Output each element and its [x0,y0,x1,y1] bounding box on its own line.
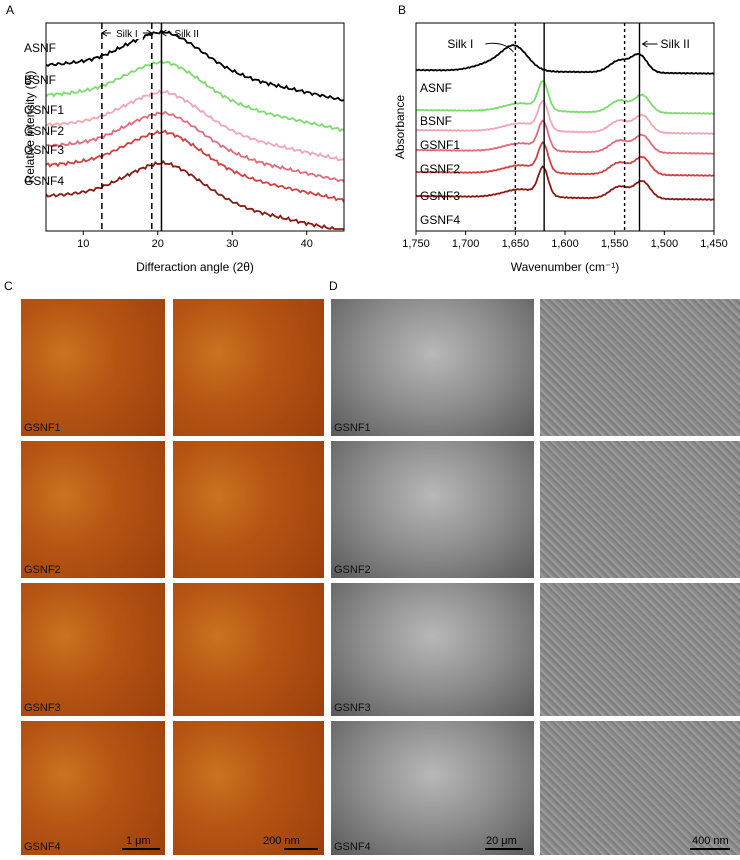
sem-image-gsnf2: GSNF2 [331,441,534,578]
sem-image-gsnf1: GSNF1 [331,299,534,436]
series-line-gsnf4 [415,165,715,201]
x-tick-label: 1,700 [452,238,480,250]
silk-i-arrow-icon [485,42,514,53]
series-label: GSNF2 [24,124,64,138]
x-tick-label: 1,550 [601,238,629,250]
sample-label: GSNF3 [24,702,61,714]
silk-ii-label: Silk II [174,29,198,40]
scale-bar [690,848,730,850]
x-axis-label: Wavenumber (cm⁻¹) [511,260,620,274]
series-line-gsnf2 [415,119,715,155]
sem-panel: GSNF1 GSNF2 GSNF3 GSNF4 20 μm 400 nm [331,299,740,860]
panel-label-b: B [398,3,407,17]
scale-bar [122,848,160,850]
series-line-gsnf4 [45,159,344,230]
sem-image-gsnf3: GSNF3 [331,583,534,716]
series-line-gsnf1 [415,100,715,135]
series-label: GSNF4 [420,213,460,227]
ftir-chart: 1,750 1,700 1,650 1,600 1,550 1,500 1,450 ASNF… [393,22,728,274]
series-line-bsnf [415,80,715,115]
y-axis-label: Relative intensity (%) [23,71,37,184]
x-tick-label: 10 [77,238,89,250]
plot-frame [45,22,345,232]
series-label: GSNF2 [420,162,460,176]
scale-bar-label: 1 μm [126,835,151,847]
x-tick-label: 1,750 [402,238,430,250]
sem-zoom-gsnf4: 400 nm [540,721,740,855]
afm-image-gsnf2: GSNF2 [21,441,165,578]
label-bg [110,27,143,39]
afm-zoom-gsnf3 [173,583,324,716]
series-label: BSNF [24,73,56,87]
afm-image-gsnf3: GSNF3 [21,583,165,716]
panel-label-d: D [329,279,338,293]
sample-label: GSNF2 [24,564,61,576]
afm-zoom-gsnf1 [173,299,324,436]
sample-label: GSNF2 [334,564,371,576]
sem-zoom-gsnf3 [540,583,740,716]
afm-image-gsnf4: GSNF4 1 μm [21,721,165,855]
sample-label: GSNF1 [24,422,61,434]
arrow-right-icon [146,29,153,37]
x-axis-label: Differaction angle (2θ) [136,260,254,274]
sample-label: GSNF3 [334,702,371,714]
series-line-gsnf1 [45,89,345,162]
silk-ii-arrow-icon [641,40,658,48]
series-label: ASNF [24,41,56,55]
x-tick-label: 20 [152,238,164,250]
sem-zoom-gsnf1 [540,299,740,436]
series-line-bsnf [45,59,345,133]
scale-bar [485,848,523,850]
series-label: GSNF1 [24,103,64,117]
silk-ii-arrow-icon [160,29,172,37]
series-label: GSNF3 [420,189,460,203]
series-line-gsnf3 [45,129,345,203]
series-label: BSNF [420,114,452,128]
sample-label: GSNF1 [334,422,371,434]
series-label: GSNF4 [24,174,64,188]
series-line-asnf [415,43,715,75]
x-tick-label: 30 [226,238,238,250]
scale-bar [284,848,318,850]
xrd-chart: 10 20 30 40 ASNF BSNF GSNF1 GSNF2 GSNF3 GSNF4 Si… [23,22,345,274]
sem-image-gsnf4: GSNF4 20 μm [331,721,534,855]
arrow-left-icon [100,29,108,37]
panel-label-a: A [6,3,15,17]
afm-zoom-gsnf2 [173,441,324,578]
afm-image-gsnf1: GSNF1 [21,299,165,436]
series-line-gsnf3 [415,140,715,177]
x-tick-label: 1,650 [502,238,530,250]
y-axis-label: Absorbance [393,95,407,159]
series-line-asnf [45,29,345,102]
x-tick-label: 1,600 [551,238,579,250]
afm-panel: GSNF1 GSNF2 GSNF3 GSNF4 1 μm 200 nm [21,299,324,860]
x-tick-label: 1,500 [651,238,679,250]
sample-label: GSNF4 [24,841,61,853]
series-label: GSNF1 [420,138,460,152]
series-label: GSNF3 [24,143,64,157]
silk-i-label: Silk I [116,29,138,40]
series-label: ASNF [420,81,452,95]
scale-bar-label: 200 nm [263,835,300,847]
panel-label-c: C [4,279,13,293]
silk-ii-label: Silk II [661,37,690,51]
series-line-gsnf2 [45,110,345,183]
sample-label: GSNF4 [334,841,371,853]
scale-bar-label: 20 μm [486,835,517,847]
x-tick-label: 1,450 [700,238,728,250]
silk-i-label: Silk I [447,37,473,51]
sem-zoom-gsnf2 [540,441,740,578]
x-tick-label: 40 [301,238,313,250]
afm-zoom-gsnf4: 200 nm [173,721,324,855]
scale-bar-label: 400 nm [692,835,729,847]
